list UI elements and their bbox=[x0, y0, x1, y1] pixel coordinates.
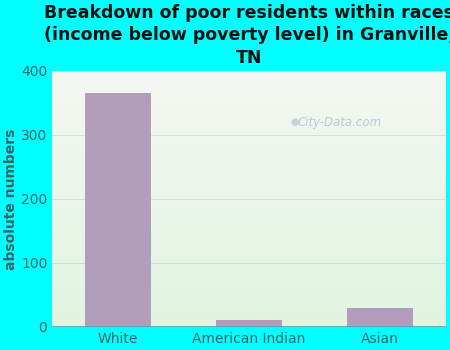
Bar bbox=[216, 320, 282, 327]
Text: City-Data.com: City-Data.com bbox=[297, 116, 382, 128]
Text: ●: ● bbox=[290, 117, 298, 127]
Bar bbox=[347, 308, 413, 327]
Title: Breakdown of poor residents within races
(income below poverty level) in Granvil: Breakdown of poor residents within races… bbox=[44, 4, 450, 66]
Y-axis label: absolute numbers: absolute numbers bbox=[4, 128, 18, 270]
Bar bbox=[85, 93, 151, 327]
